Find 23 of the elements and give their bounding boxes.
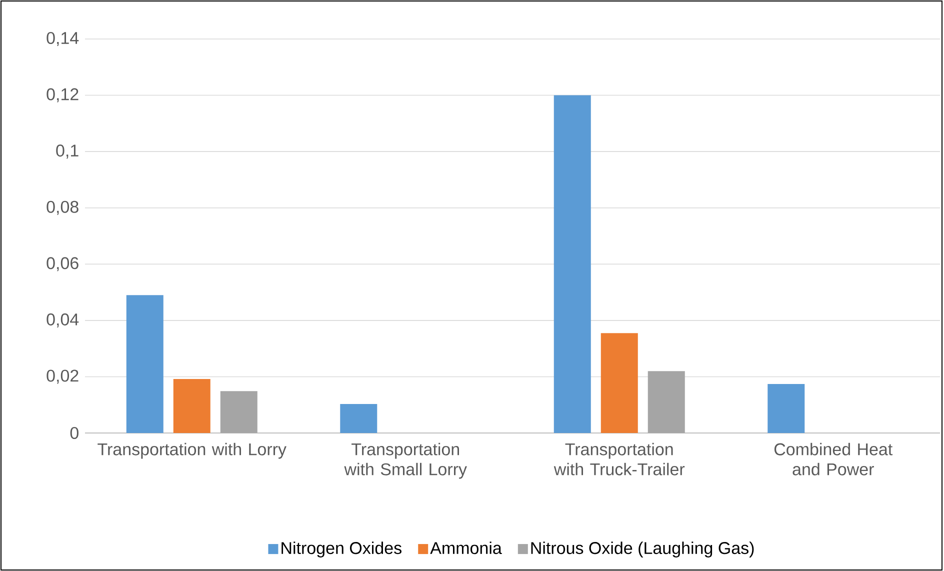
y-tick-label: 0,06 (46, 257, 78, 272)
bar (648, 371, 685, 434)
bar (554, 96, 591, 434)
x-tick-label: Transportation with Lorry (98, 443, 286, 459)
y-tick-label: 0 (70, 427, 78, 440)
bar (220, 391, 258, 434)
x-tick-label: Combined Heat and Power (774, 443, 893, 476)
y-tick-label: 0,04 (46, 314, 79, 328)
legend-label: Nitrogen Oxides (282, 542, 402, 558)
x-tick-label: Transportation with Small Lorry (344, 443, 467, 479)
legend-label: Nitrous Oxide (Laughing Gas) (531, 542, 754, 558)
y-tick-label: 0,1 (56, 144, 78, 159)
y-tick-label: 0,12 (46, 88, 78, 103)
y-tick-label: 0,02 (46, 370, 78, 384)
bar (340, 404, 378, 434)
y-tick-label: 0,14 (46, 32, 79, 46)
bar (126, 295, 164, 434)
x-tick-label: Transportation with Truck-Trailer (554, 443, 685, 476)
y-tick-label: 0,08 (46, 201, 78, 216)
bar (768, 384, 805, 434)
legend-label: Ammonia (430, 542, 502, 554)
bar (173, 379, 210, 434)
bar (600, 333, 638, 434)
